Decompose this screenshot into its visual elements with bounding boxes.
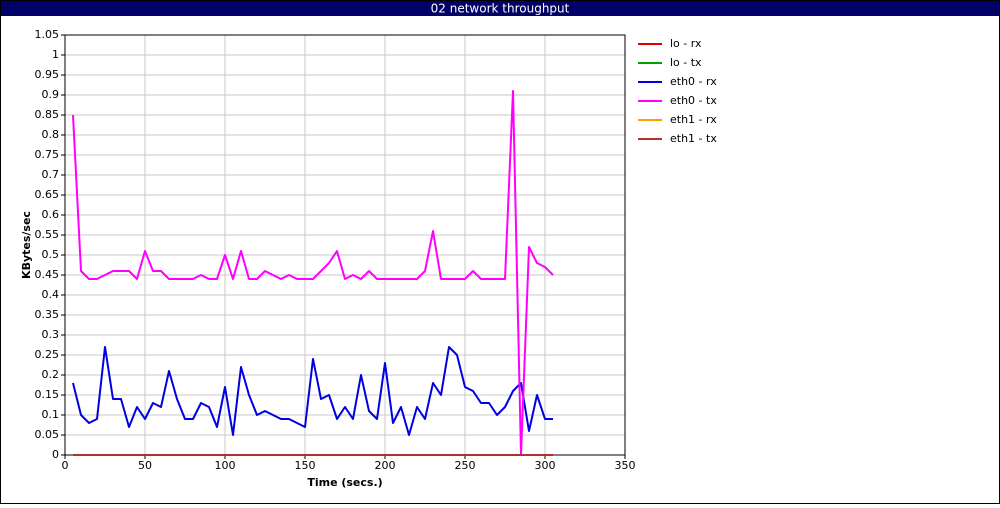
x-tick-label: 250: [455, 459, 476, 472]
legend-label: eth0 - tx: [670, 94, 717, 107]
y-tick-label: 0.45: [35, 268, 60, 281]
x-tick-label: 100: [215, 459, 236, 472]
legend-label: eth1 - rx: [670, 113, 717, 126]
x-tick-label: 300: [535, 459, 556, 472]
y-tick-label: 0.75: [35, 148, 60, 161]
y-tick-label: 0.55: [35, 228, 60, 241]
x-tick-label: 50: [138, 459, 152, 472]
y-tick-label: 0: [52, 448, 59, 461]
y-tick-label: 0.85: [35, 108, 60, 121]
y-tick-label: 0.8: [42, 128, 60, 141]
x-axis-label: Time (secs.): [307, 476, 382, 489]
y-tick-label: 0.95: [35, 68, 60, 81]
y-tick-label: 0.1: [42, 408, 60, 421]
x-tick-label: 150: [295, 459, 316, 472]
y-tick-label: 0.2: [42, 368, 60, 381]
y-tick-label: 0.65: [35, 188, 60, 201]
y-tick-label: 0.25: [35, 348, 60, 361]
y-tick-label: 0.3: [42, 328, 60, 341]
legend-label: lo - tx: [670, 56, 702, 69]
y-axis-label: KBytes/sec: [20, 211, 33, 279]
legend-label: lo - rx: [670, 37, 702, 50]
x-tick-label: 200: [375, 459, 396, 472]
series-line: [72, 346, 553, 436]
y-tick-label: 0.4: [42, 288, 60, 301]
y-tick-label: 0.6: [42, 208, 60, 221]
legend-label: eth0 - rx: [670, 75, 717, 88]
legend-label: eth1 - tx: [670, 132, 717, 145]
y-tick-label: 1.05: [35, 28, 60, 41]
title-bar: [1, 1, 999, 16]
y-tick-label: 0.7: [42, 168, 60, 181]
y-tick-label: 0.05: [35, 428, 60, 441]
x-tick-label: 350: [615, 459, 636, 472]
y-tick-label: 0.35: [35, 308, 60, 321]
y-tick-label: 0.9: [42, 88, 60, 101]
y-tick-label: 1: [52, 48, 59, 61]
y-tick-label: 0.15: [35, 388, 60, 401]
y-tick-label: 0.5: [42, 248, 60, 261]
series-line: [72, 90, 554, 456]
x-tick-label: 0: [62, 459, 69, 472]
chart-title: 02 network throughput: [431, 2, 570, 16]
